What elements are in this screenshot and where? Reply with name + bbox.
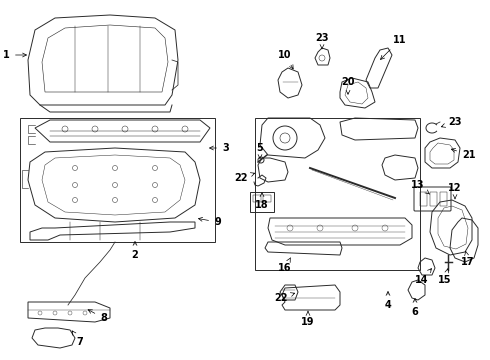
Text: 5: 5: [257, 143, 264, 159]
Text: 22: 22: [274, 293, 294, 303]
Text: 1: 1: [3, 50, 26, 60]
Bar: [430, 192, 437, 206]
Text: 6: 6: [412, 298, 418, 317]
Bar: [263, 195, 271, 202]
Bar: [250, 192, 274, 212]
Text: 22: 22: [235, 173, 255, 183]
Text: 13: 13: [411, 180, 430, 194]
Bar: [253, 195, 261, 202]
Text: 2: 2: [132, 242, 138, 260]
Text: 19: 19: [301, 311, 315, 327]
Text: 3: 3: [210, 143, 229, 153]
Text: 10: 10: [278, 50, 293, 69]
Text: 21: 21: [451, 149, 475, 160]
Text: 8: 8: [88, 310, 107, 323]
Text: 20: 20: [341, 77, 355, 94]
Text: 23: 23: [315, 33, 329, 49]
Bar: [440, 192, 447, 206]
Text: 9: 9: [198, 217, 221, 227]
Text: 18: 18: [255, 193, 269, 210]
Bar: [420, 192, 427, 206]
Bar: [255, 118, 420, 270]
Bar: [20, 118, 215, 242]
Text: 7: 7: [72, 331, 83, 347]
Text: 15: 15: [438, 269, 452, 285]
Text: 16: 16: [278, 258, 292, 273]
Text: 23: 23: [441, 117, 462, 127]
Text: 17: 17: [461, 251, 475, 267]
Text: 12: 12: [448, 183, 462, 199]
Text: 11: 11: [381, 35, 407, 59]
Text: 14: 14: [415, 269, 432, 285]
Text: 4: 4: [385, 292, 392, 310]
